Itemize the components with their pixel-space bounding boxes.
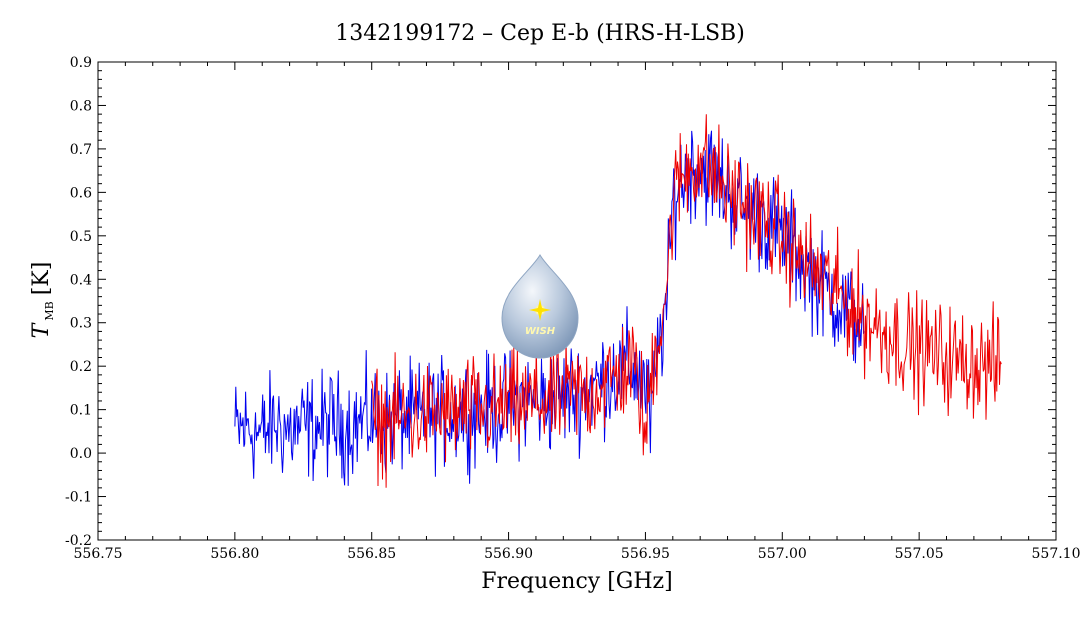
y-axis-label-main: T: [29, 321, 54, 338]
y-tick-label: 0.9: [70, 55, 92, 71]
x-tick-label: 557.10: [1032, 546, 1080, 562]
y-tick-label: -0.2: [65, 533, 92, 549]
chart-title: 1342199172 – Cep E-b (HRS-H-LSB): [335, 21, 745, 46]
x-axis-label: Frequency [GHz]: [481, 569, 673, 594]
x-tick-label: 557.00: [758, 546, 807, 562]
y-tick-label: 0.3: [70, 316, 92, 332]
plot-frame: [98, 62, 1056, 540]
wish-logo-text: WISH: [525, 326, 556, 337]
y-tick-label: 0.4: [70, 272, 92, 288]
x-tick-label: 556.80: [210, 546, 259, 562]
y-tick-label: 0.7: [70, 142, 92, 158]
y-axis-label-unit: [K]: [29, 262, 54, 296]
x-tick-label: 556.85: [347, 546, 396, 562]
x-tick-label: 557.05: [895, 546, 944, 562]
y-tick-label: 0.1: [70, 403, 92, 419]
series-layer: [235, 114, 1001, 488]
wish-logo: WISH: [502, 255, 578, 358]
y-tick-label: 0.5: [70, 229, 92, 245]
y-axis-label: TMB [K]: [29, 262, 56, 339]
y-tick-label: 0.8: [70, 98, 92, 114]
y-tick-label: 0.2: [70, 359, 92, 375]
y-axis-label-subscript: MB: [43, 301, 56, 320]
y-tick-label: 0.6: [70, 185, 92, 201]
x-tick-label: 556.95: [621, 546, 670, 562]
x-tick-label: 556.90: [484, 546, 533, 562]
y-tick-label: -0.1: [65, 490, 92, 506]
svg-text:TMB[K]: TMB [K]: [29, 262, 56, 339]
y-tick-label: 0.0: [70, 446, 92, 462]
series-line-red: [372, 114, 1002, 488]
